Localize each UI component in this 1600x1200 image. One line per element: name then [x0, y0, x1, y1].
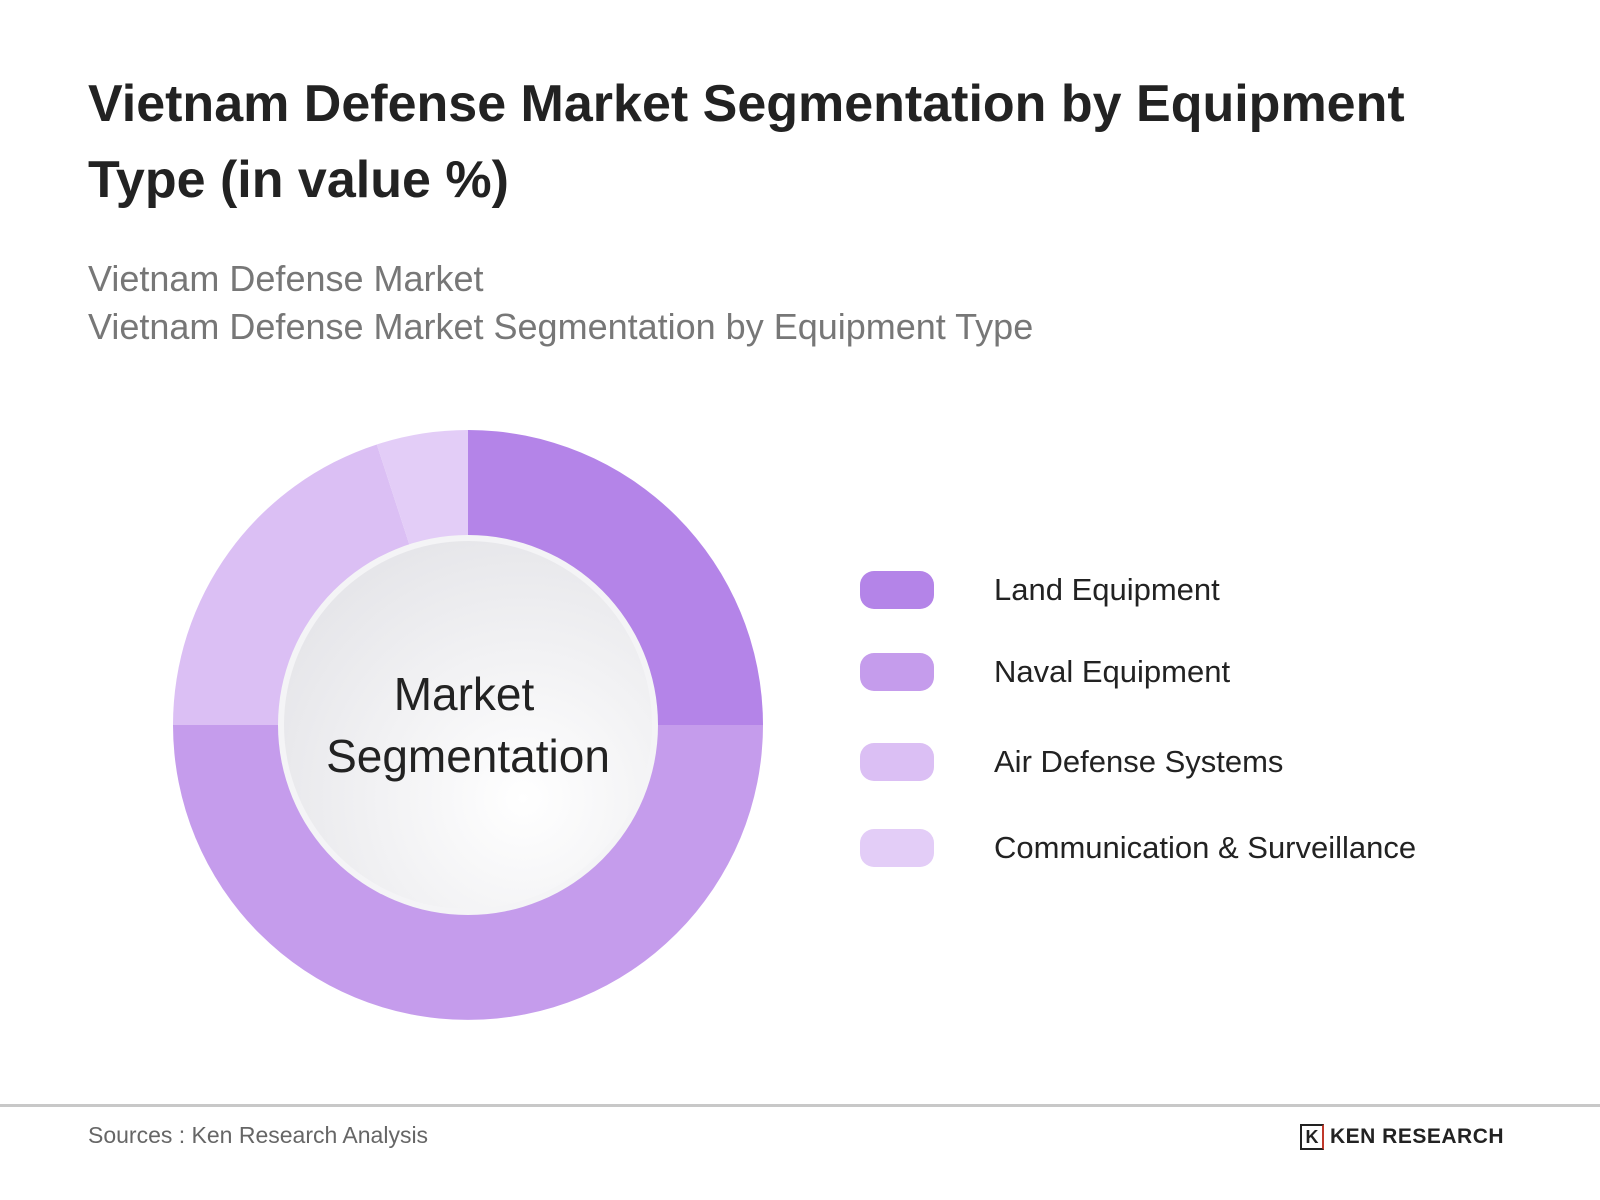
legend-item: Land Equipment: [860, 570, 1220, 610]
center-label-1: Market: [394, 668, 535, 720]
logo-text: KEN RESEARCH: [1330, 1125, 1505, 1148]
legend-item: Communication & Surveillance: [860, 828, 1416, 868]
ken-research-logo: K KEN RESEARCH: [1300, 1124, 1504, 1150]
center-label-2: Segmentation: [326, 730, 610, 782]
logo-k-icon: K: [1300, 1124, 1324, 1150]
legend-swatch: [860, 653, 934, 691]
legend-label: Air Defense Systems: [994, 744, 1284, 779]
legend-label: Naval Equipment: [994, 654, 1231, 689]
legend-swatch: [860, 571, 934, 609]
legend-label: Land Equipment: [994, 572, 1220, 607]
legend-item: Naval Equipment: [860, 652, 1230, 692]
legend-swatch: [860, 829, 934, 867]
chart-title: Vietnam Defense Market Segmentation by E…: [88, 75, 1405, 209]
donut-hole: [284, 541, 652, 909]
chart-subtitle: Vietnam Defense Market: [88, 258, 484, 299]
footer-divider: [0, 1104, 1600, 1107]
legend-item: Air Defense Systems: [860, 742, 1283, 782]
legend-label: Communication & Surveillance: [994, 830, 1417, 865]
chart-subtitle-2: Vietnam Defense Market Segmentation by E…: [88, 306, 1034, 347]
source-note: Sources : Ken Research Analysis: [88, 1122, 429, 1148]
legend-swatch: [860, 743, 934, 781]
